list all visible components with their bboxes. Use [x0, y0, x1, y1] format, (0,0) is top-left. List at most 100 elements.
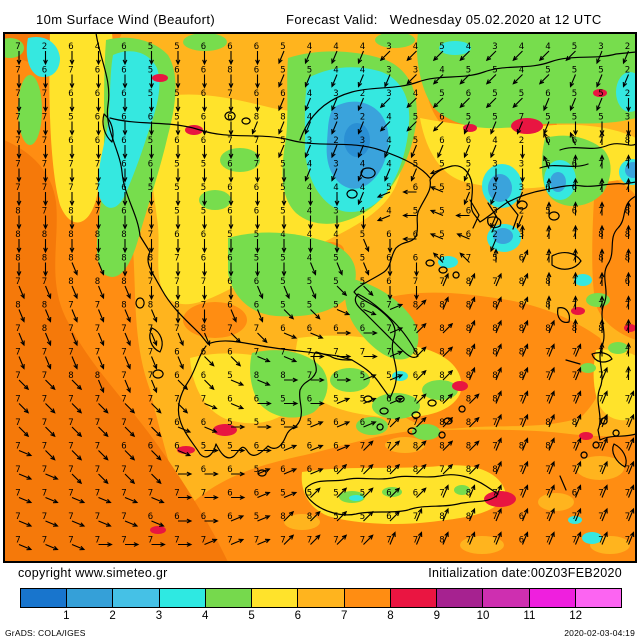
svg-text:6: 6 [307, 395, 312, 405]
wind-barb: 6 [227, 465, 246, 477]
svg-text:4: 4 [307, 230, 312, 240]
wind-barb: 8 [413, 346, 427, 358]
wind-barb: 7 [598, 295, 605, 311]
svg-text:8: 8 [201, 324, 206, 334]
wind-barb: 8 [68, 230, 75, 254]
wind-barb: 6 [148, 442, 162, 461]
wind-barb: 2 [625, 89, 631, 113]
wind-barb: 3 [516, 183, 524, 206]
wind-barb: 8 [251, 113, 259, 135]
wind-barb: 7 [95, 465, 109, 485]
svg-text:8: 8 [545, 418, 550, 428]
svg-text:7: 7 [545, 348, 550, 358]
svg-text:7: 7 [95, 207, 100, 217]
svg-text:7: 7 [572, 301, 577, 311]
svg-text:8: 8 [519, 348, 524, 358]
svg-text:6: 6 [227, 348, 232, 358]
wind-barb: 7 [227, 536, 245, 546]
wind-barb: 4 [384, 160, 392, 182]
svg-text:7: 7 [545, 395, 550, 405]
wind-barb: 6 [572, 177, 578, 193]
wind-barb: 3 [519, 160, 525, 183]
svg-text:8: 8 [413, 465, 418, 475]
wind-barb: 7 [15, 89, 22, 113]
svg-text:5: 5 [333, 395, 338, 405]
svg-text:7: 7 [68, 512, 73, 522]
svg-text:6: 6 [466, 230, 471, 240]
svg-text:8: 8 [519, 277, 524, 287]
wind-barb: 8 [15, 207, 22, 230]
svg-text:4: 4 [307, 42, 312, 52]
wind-barb: 5 [360, 510, 374, 522]
wind-barb: 3 [406, 66, 418, 85]
svg-text:6: 6 [386, 254, 391, 264]
svg-text:7: 7 [598, 465, 603, 475]
wind-barb: 8 [492, 366, 502, 381]
wind-barb: 8 [466, 440, 480, 452]
wind-barb: 8 [280, 371, 299, 383]
svg-text:5: 5 [307, 66, 312, 76]
svg-text:6: 6 [307, 465, 312, 475]
svg-text:3: 3 [386, 42, 391, 52]
svg-text:6: 6 [333, 418, 338, 428]
wind-barb: 5 [254, 512, 271, 522]
svg-text:7: 7 [148, 465, 153, 475]
svg-text:4: 4 [413, 89, 418, 99]
wind-barb: 8 [386, 463, 401, 475]
svg-text:6: 6 [227, 395, 232, 405]
wind-barb: 8 [466, 319, 476, 334]
svg-text:5: 5 [280, 277, 285, 287]
wind-barb: 6 [201, 89, 207, 113]
wind-barb: 6 [333, 371, 352, 383]
svg-text:7: 7 [333, 348, 338, 358]
svg-text:5: 5 [545, 113, 550, 123]
wind-barb: 4 [307, 230, 313, 254]
svg-text:4: 4 [360, 66, 365, 76]
svg-text:8: 8 [466, 442, 471, 452]
wind-barb: 6 [121, 89, 128, 113]
svg-text:6: 6 [227, 160, 232, 170]
wind-barb: 4 [376, 207, 392, 222]
wind-barb: 7 [572, 295, 578, 311]
svg-text:5: 5 [492, 113, 497, 123]
wind-barb: 8 [42, 230, 48, 254]
wind-barb: 7 [360, 463, 374, 475]
svg-text:6: 6 [95, 136, 100, 146]
svg-text:5: 5 [254, 254, 259, 264]
svg-text:6: 6 [121, 207, 126, 217]
wind-barb: 6 [174, 136, 181, 160]
svg-text:7: 7 [42, 442, 47, 452]
wind-barb: 6 [254, 277, 264, 300]
svg-text:6: 6 [360, 324, 365, 334]
svg-text:6: 6 [148, 442, 153, 452]
svg-text:6: 6 [254, 442, 259, 452]
wind-barb: 7 [201, 536, 218, 546]
wind-barb: 8 [572, 413, 582, 428]
svg-text:8: 8 [68, 371, 73, 381]
wind-barb: 6 [386, 510, 401, 522]
svg-text:8: 8 [492, 395, 497, 405]
svg-text:5: 5 [466, 66, 471, 76]
wind-barb: 8 [439, 440, 454, 452]
wind-barb: 4 [304, 42, 312, 65]
wind-barb: 5 [174, 89, 181, 113]
wind-barb: 6 [432, 252, 445, 264]
wind-barb: 4 [512, 42, 524, 62]
wind-barb: 6 [459, 89, 471, 109]
wind-barb: 7 [598, 390, 608, 405]
svg-text:8: 8 [439, 536, 444, 546]
wind-barb: 8 [492, 460, 502, 475]
wind-barb: 6 [121, 66, 128, 89]
svg-text:6: 6 [254, 395, 259, 405]
wind-barb: 7 [121, 465, 136, 485]
svg-text:7: 7 [439, 465, 444, 475]
wind-barb: 5 [254, 230, 260, 254]
wind-barb: 7 [121, 512, 139, 527]
wind-barb: 7 [307, 534, 321, 546]
wind-barb: 5 [174, 160, 181, 183]
wind-barb: 5 [280, 183, 287, 207]
wind-barb: 7 [174, 277, 181, 301]
svg-text:7: 7 [95, 536, 100, 546]
svg-text:5: 5 [386, 183, 391, 193]
svg-text:7: 7 [174, 465, 179, 475]
